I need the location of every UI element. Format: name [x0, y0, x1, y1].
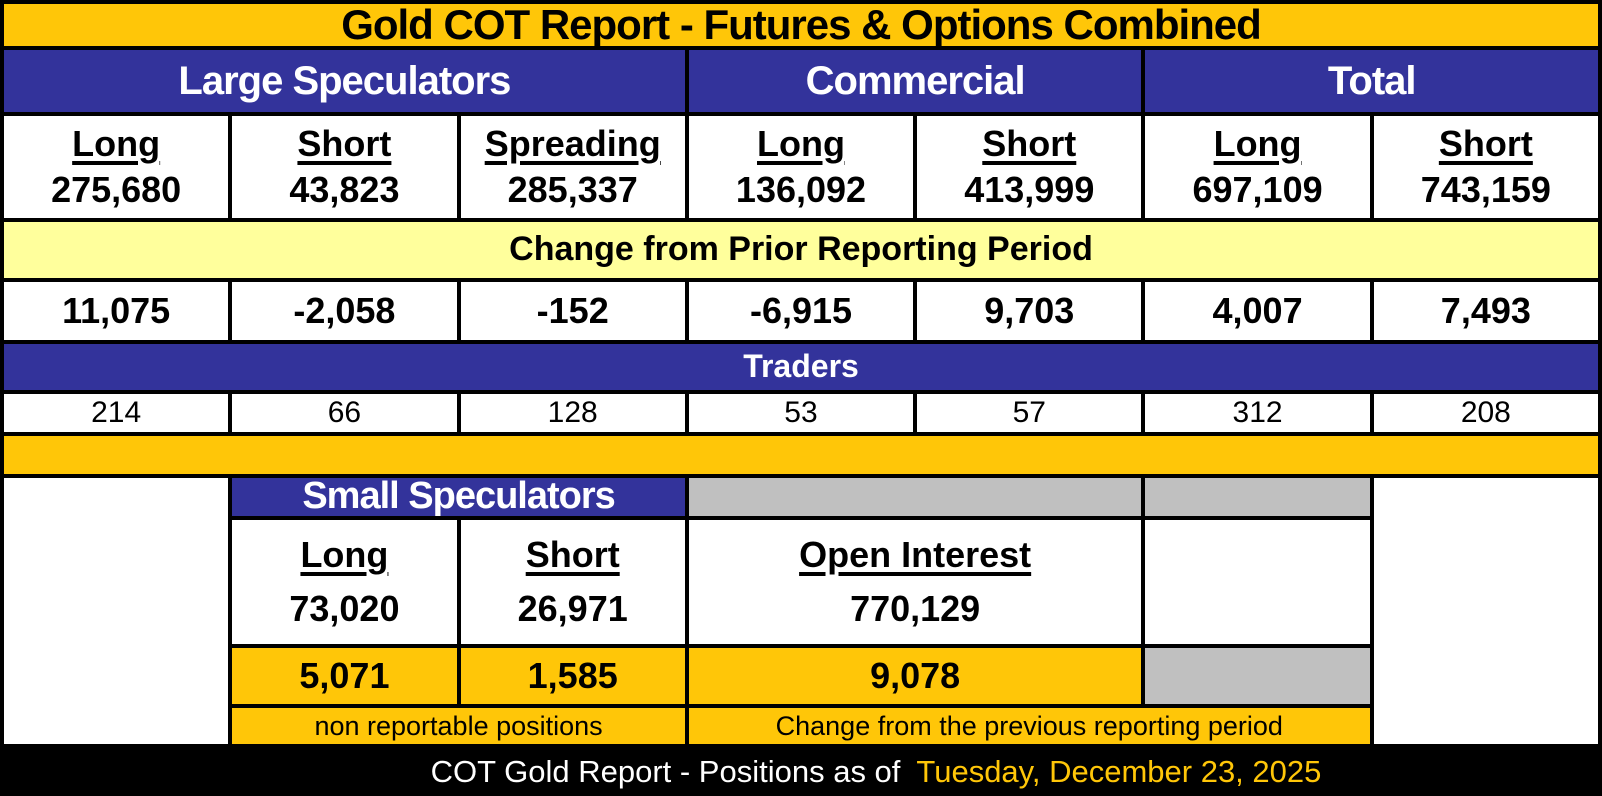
small-speculators-header: Small Speculators: [232, 476, 685, 516]
comm-long-cell: Long 136,092: [688, 116, 914, 218]
ls-long-value: 275,680: [51, 169, 182, 211]
open-interest-change: 9,078: [688, 648, 1142, 704]
comm-long-header: Long: [757, 122, 845, 164]
total-long-header: Long: [1213, 122, 1302, 164]
comm-short-value: 413,999: [964, 169, 1095, 211]
ss-long-header: Long: [300, 534, 389, 576]
ls-spreading-cell: Spreading 285,337: [460, 116, 685, 218]
traders-band-label: Traders: [4, 344, 1598, 390]
ls-long-change: 11,075: [4, 282, 229, 340]
report-title: Gold COT Report - Futures & Options Comb…: [4, 2, 1598, 47]
ls-short-value: 43,823: [289, 169, 400, 211]
total-long-traders: 312: [1145, 394, 1370, 432]
open-interest-header: Open Interest: [799, 534, 1032, 576]
cot-table: Gold COT Report - Futures & Options Comb…: [4, 2, 1598, 744]
change-band-label: Change from Prior Reporting Period: [4, 222, 1598, 278]
total-short-cell: Short 743,159: [1373, 116, 1598, 218]
ss-long-cell: Long 73,020: [232, 520, 457, 644]
ls-long-header: Long: [72, 122, 161, 164]
comm-short-cell: Short 413,999: [917, 116, 1142, 218]
footnote-change-note: Change from the previous reporting perio…: [688, 708, 1370, 744]
open-interest-value: 770,129: [850, 588, 981, 630]
total-short-header: Short: [1438, 122, 1533, 164]
ls-spreading-traders: 128: [460, 394, 685, 432]
total-long-value: 697,109: [1192, 169, 1323, 211]
ss-short-header: Short: [525, 534, 620, 576]
total-short-value: 743,159: [1420, 169, 1551, 211]
total-short-traders: 208: [1373, 394, 1598, 432]
gray-filler-cell-c: [1145, 648, 1370, 704]
group-header-large-speculators: Large Speculators: [4, 50, 685, 112]
gray-filler-cell-b: [1145, 478, 1370, 516]
total-long-cell: Long 697,109: [1145, 116, 1370, 218]
ls-long-cell: Long 275,680: [4, 116, 229, 218]
comm-long-traders: 53: [688, 394, 914, 432]
ss-short-value: 26,971: [517, 588, 628, 630]
ss-long-value: 73,020: [289, 588, 400, 630]
ls-short-cell: Short 43,823: [232, 116, 457, 218]
total-short-change: 7,493: [1373, 282, 1598, 340]
ls-short-change: -2,058: [232, 282, 457, 340]
ls-long-traders: 214: [4, 394, 229, 432]
ss-short-cell: Short 26,971: [460, 520, 685, 644]
footnote-non-reportable: non reportable positions: [232, 708, 685, 744]
total-long-change: 4,007: [1145, 282, 1370, 340]
comm-short-traders: 57: [917, 394, 1142, 432]
ss-long-change: 5,071: [232, 648, 457, 704]
gold-separator-band: [4, 436, 1598, 474]
group-header-commercial: Commercial: [688, 50, 1142, 112]
ls-short-traders: 66: [232, 394, 457, 432]
gray-filler-cell-a: [688, 478, 1142, 516]
ls-spreading-change: -152: [460, 282, 685, 340]
comm-short-change: 9,703: [917, 282, 1142, 340]
empty-white-cell: [1145, 520, 1370, 644]
comm-long-value: 136,092: [735, 169, 867, 211]
footer-bar: COT Gold Report - Positions as of Tuesda…: [0, 748, 1602, 796]
footer-date: Tuesday, December 23, 2025: [916, 754, 1322, 789]
comm-short-header: Short: [982, 122, 1077, 164]
footer-text: COT Gold Report - Positions as of: [430, 754, 901, 789]
group-header-total: Total: [1145, 50, 1598, 112]
comm-long-change: -6,915: [688, 282, 914, 340]
ls-spreading-header: Spreading: [484, 122, 661, 164]
ls-spreading-value: 285,337: [507, 169, 638, 211]
ls-short-header: Short: [297, 122, 392, 164]
bottom-right-spacer: [1373, 478, 1598, 744]
open-interest-cell: Open Interest 770,129: [688, 520, 1142, 644]
ss-short-change: 1,585: [460, 648, 685, 704]
bottom-left-spacer: [4, 478, 229, 744]
